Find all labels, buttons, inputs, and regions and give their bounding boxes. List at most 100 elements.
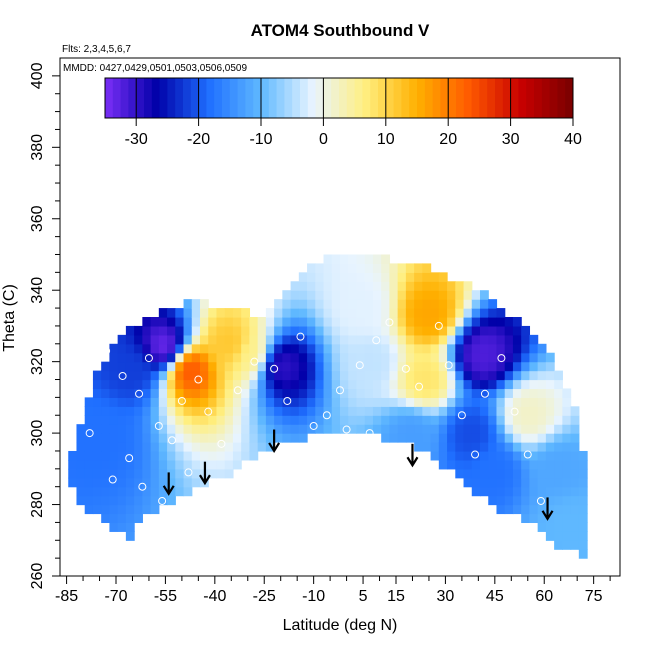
heatmap-cell [405,299,415,309]
heatmap-cell [529,388,539,398]
heatmap-cell [455,281,465,291]
heatmap-cell [340,308,349,318]
heatmap-cell [480,361,489,372]
heatmap-cell [142,433,152,443]
heatmap-cell [381,263,391,273]
heatmap-cell [529,442,539,452]
heatmap-cell [356,370,366,381]
heatmap-cell [422,263,432,273]
heatmap-cell [438,379,448,390]
heatmap-cell [496,397,506,407]
heatmap-cell [488,299,498,309]
chart-subtitle: Flts: 2,3,4,5,6,7 [62,44,131,55]
heatmap-cell [348,317,358,327]
heatmap-cell [381,299,391,309]
heatmap-cell [134,334,143,345]
heatmap-cell [323,406,333,416]
colorbar-swatch [346,78,356,118]
heatmap-cell [562,504,572,515]
heatmap-cell [274,433,283,443]
heatmap-cell [405,388,415,398]
heatmap-cell [471,352,481,363]
heatmap-cell [241,370,251,381]
heatmap-cell [554,388,563,398]
heatmap-cell [158,433,168,443]
heatmap-cell [381,415,391,425]
heatmap-cell [537,352,547,363]
heatmap-cell [290,281,300,291]
heatmap-cell [364,325,374,336]
heatmap-cell [488,388,498,398]
heatmap-cell [191,442,201,452]
heatmap-cell [117,424,127,434]
heatmap-cell [216,442,226,452]
colorbar-swatch [534,78,543,118]
heatmap-cell [455,343,465,354]
heatmap-cell [455,397,465,407]
heatmap-cell [117,370,127,381]
colorbar-swatch [315,78,324,118]
observation-point [270,364,279,373]
heatmap-cell [208,361,218,372]
down-arrow-icon [162,472,175,496]
heatmap-cell [471,450,481,461]
heatmap-cell [232,317,242,327]
heatmap-cell [183,424,193,434]
heatmap-cell [554,540,563,550]
heatmap-cell [455,352,465,363]
heatmap-cell [191,361,201,372]
heatmap-cell [562,442,572,452]
heatmap-cell [372,272,382,282]
heatmap-cell [397,424,407,434]
heatmap-cell [537,513,547,524]
heatmap-cell [397,308,407,318]
heatmap-cell [183,352,193,363]
heatmap-cell [364,317,374,327]
heatmap-cell [471,486,481,497]
heatmap-cell [397,361,407,372]
heatmap-cell [109,504,119,515]
heatmap-cell [307,397,316,407]
x-tick-label: -70 [104,588,127,605]
heatmap-cell [307,272,316,282]
heatmap-cell [142,352,152,363]
heatmap-cell [521,486,531,497]
heatmap-cell [405,263,415,273]
heatmap-cell [323,254,333,265]
heatmap-cell [414,352,423,363]
heatmap-cell [274,397,283,407]
heatmap-cell [282,406,292,416]
heatmap-cell [422,334,432,345]
heatmap-cell [537,388,547,398]
heatmap-cell [331,370,341,381]
heatmap-cell [512,468,522,479]
colorbar-swatch [144,78,153,118]
heatmap-cell [397,281,407,291]
heatmap-cell [521,406,531,416]
heatmap-cell [496,468,506,479]
heatmap-cell [117,477,127,488]
x-tick-label: -85 [55,588,78,605]
heatmap-cell [307,334,316,345]
heatmap-cell [142,486,152,497]
heatmap-cell [331,352,341,363]
heatmap-cell [265,317,275,327]
heatmap-cell [521,459,531,470]
heatmap-cell [315,290,325,300]
heatmap-cell [405,334,415,345]
colorbar-swatch [432,78,441,118]
heatmap-cell [175,486,185,497]
heatmap-cell [167,361,176,372]
observation-point [434,321,443,330]
heatmap-cell [521,450,531,461]
heatmap-cell [381,370,391,381]
heatmap-cell [348,370,358,381]
heatmap-cell [307,281,316,291]
heatmap-cell [463,468,473,479]
heatmap-cell [208,468,218,479]
heatmap-cell [348,299,358,309]
heatmap-cell [101,442,111,452]
heatmap-cell [496,334,506,345]
heatmap-cell [307,352,316,363]
heatmap-cell [455,468,465,479]
